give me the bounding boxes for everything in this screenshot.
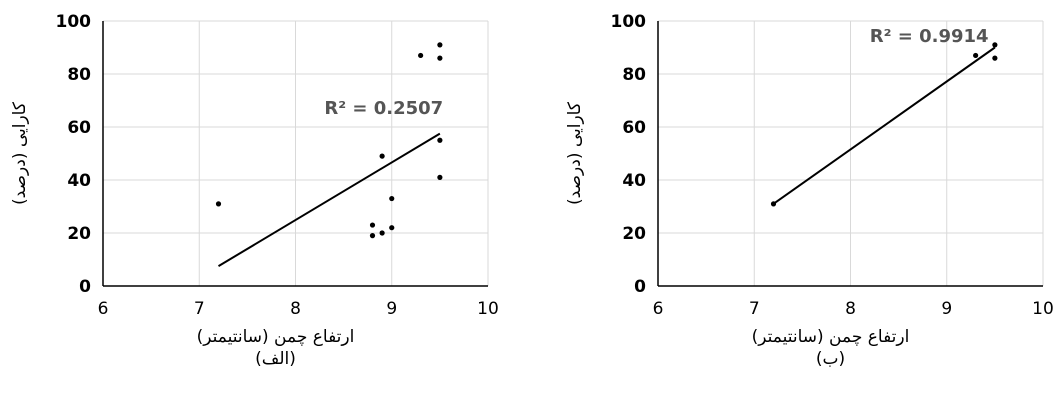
data-point — [389, 195, 395, 202]
x-tick-label: 7 — [194, 299, 205, 319]
y-tick-label: 60 — [67, 118, 91, 138]
grid-lines — [657, 20, 1044, 287]
data-point — [389, 225, 395, 231]
data-point — [418, 52, 424, 59]
data-point — [992, 42, 998, 48]
x-tick-label: 6 — [653, 299, 664, 319]
x-tick-label: 10 — [477, 299, 499, 319]
x-tick-labels: 6 7 8 9 10 — [98, 299, 499, 319]
axes — [102, 21, 488, 287]
x-tick-label: 9 — [941, 299, 952, 319]
y-tick-label: 80 — [622, 65, 646, 85]
axes — [657, 21, 1043, 287]
data-point — [437, 42, 443, 48]
x-tick-label: 9 — [386, 299, 397, 319]
grid-lines — [102, 20, 489, 287]
x-axis-label: ارتفاع چمن (سانتیمتر) — [197, 327, 355, 347]
data-point — [369, 222, 376, 228]
x-tick-labels: 6 7 8 9 10 — [653, 299, 1054, 319]
data-points — [770, 42, 998, 207]
chart-panel-alef: 0 20 40 60 80 100 6 7 8 9 10 R² = 0.2507 ارتفاع چ… — [10, 12, 499, 369]
data-point — [369, 233, 376, 239]
y-tick-label: 100 — [611, 12, 647, 32]
x-tick-label: 7 — [749, 299, 760, 319]
x-tick-label: 8 — [845, 299, 856, 319]
data-point — [215, 201, 222, 207]
x-tick-label: 10 — [1032, 299, 1054, 319]
data-point — [437, 174, 443, 180]
x-tick-label: 6 — [98, 299, 109, 319]
data-point — [379, 230, 385, 236]
y-tick-label: 40 — [622, 171, 646, 191]
y-tick-label: 60 — [622, 118, 646, 138]
r-squared-label: R² = 0.2507 — [324, 98, 443, 119]
y-tick-label: 0 — [79, 277, 91, 297]
y-axis-label: کارایی (درصد) — [10, 101, 30, 205]
data-point — [973, 52, 979, 59]
x-tick-label: 8 — [290, 299, 301, 319]
y-tick-label: 20 — [622, 224, 646, 244]
data-point — [770, 201, 777, 207]
trendline — [772, 46, 996, 205]
data-point — [437, 55, 443, 61]
trendline — [217, 132, 441, 267]
y-tick-label: 80 — [67, 65, 91, 85]
y-tick-label: 0 — [634, 277, 646, 297]
y-tick-label: 100 — [56, 12, 92, 32]
y-axis-label: کارایی (درصد) — [565, 101, 585, 205]
x-axis-label: ارتفاع چمن (سانتیمتر) — [752, 327, 910, 347]
panel-caption: (ب) — [816, 349, 845, 369]
r-squared-label: R² = 0.9914 — [870, 26, 989, 47]
y-tick-label: 20 — [67, 224, 91, 244]
data-points — [215, 42, 443, 239]
chart-panel-be: 0 20 40 60 80 100 6 7 8 9 10 R² = 0.9914 ارتفاع چ… — [565, 12, 1054, 369]
data-point — [437, 137, 443, 143]
y-tick-label: 40 — [67, 171, 91, 191]
panel-caption: (الف) — [255, 349, 296, 369]
y-tick-labels: 0 20 40 60 80 100 — [56, 12, 92, 297]
data-point — [379, 153, 385, 159]
y-tick-labels: 0 20 40 60 80 100 — [611, 12, 647, 297]
data-point — [992, 55, 998, 61]
